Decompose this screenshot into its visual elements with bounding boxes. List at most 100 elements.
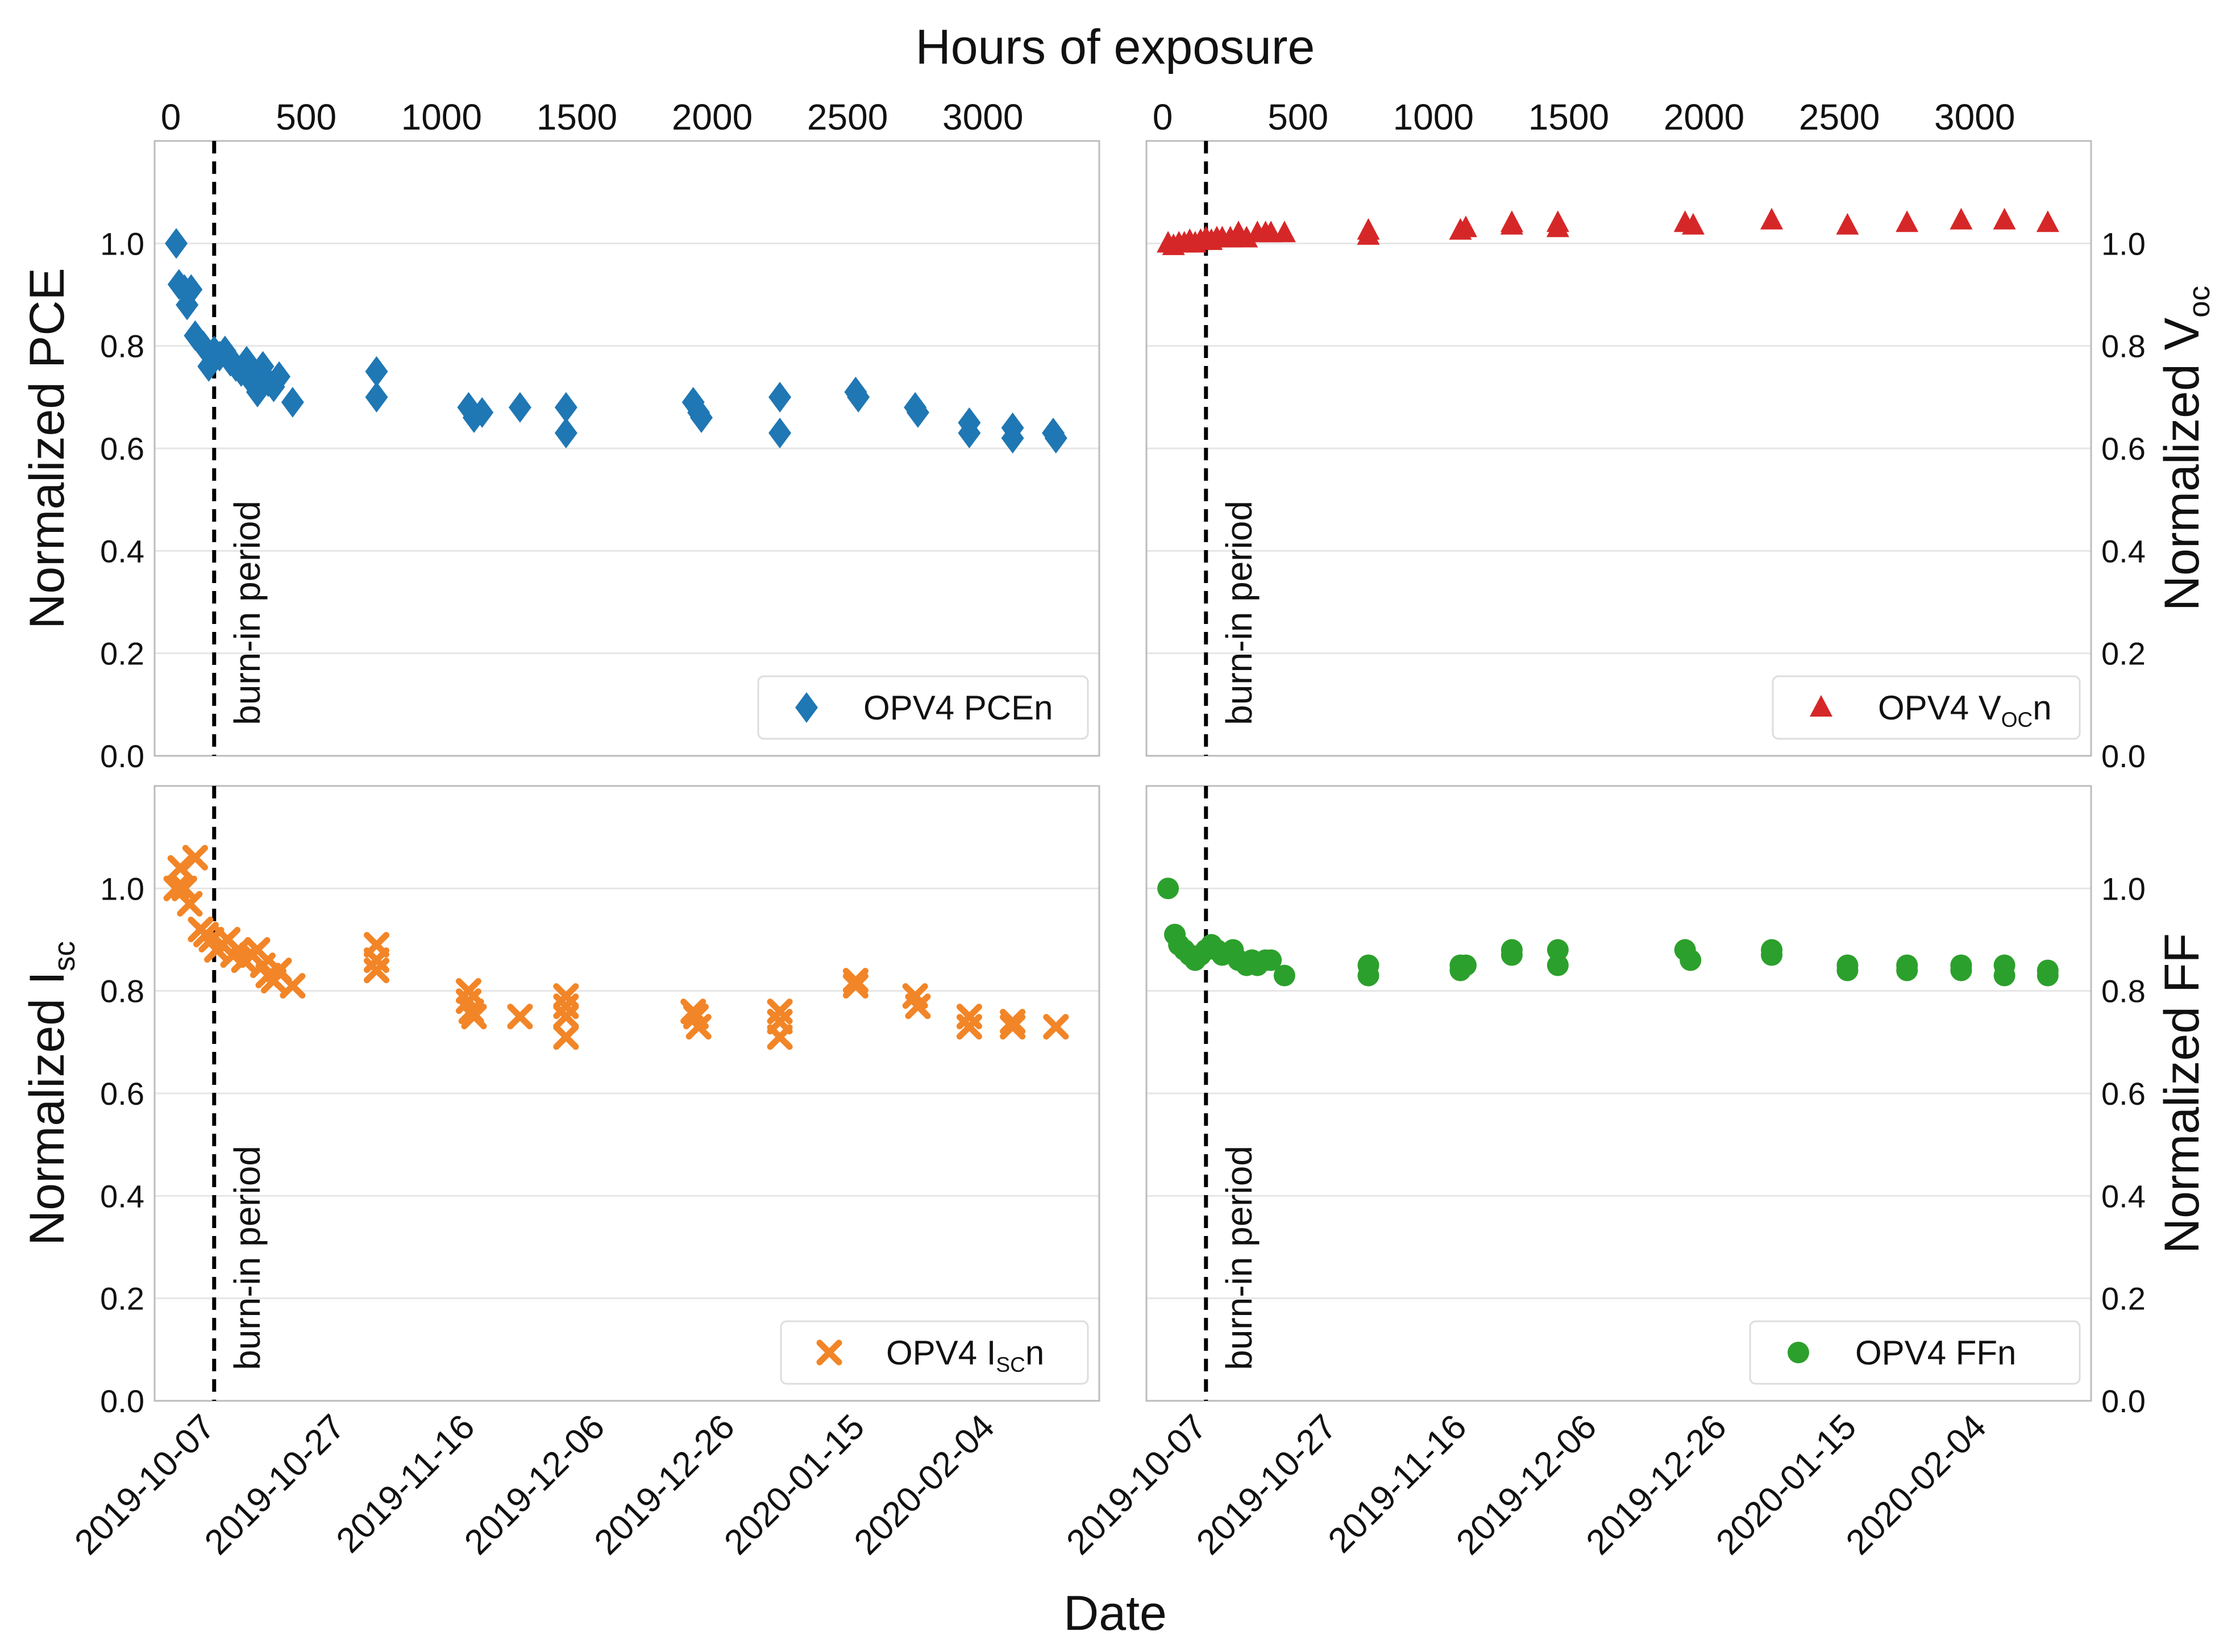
- data-point: [554, 417, 577, 448]
- date-tick-label: 2019-12-26: [587, 1407, 742, 1562]
- data-point: [1501, 944, 1523, 966]
- data-point: [2036, 210, 2059, 232]
- data-point: [958, 417, 981, 448]
- top-tick-label: 3000: [1934, 97, 2015, 138]
- y-tick-label: 0.2: [2101, 636, 2146, 672]
- burn-in-label: burn-in period: [1219, 1146, 1260, 1370]
- data-point: [553, 1004, 579, 1030]
- date-tick-label: 2020-02-04: [847, 1407, 1002, 1562]
- date-tick-label: 2019-10-27: [1189, 1407, 1344, 1562]
- y-axis-label: Normalized Voc: [2155, 286, 2216, 611]
- y-tick-label: 0.6: [100, 1076, 144, 1112]
- data-point: [767, 1024, 793, 1050]
- y-tick-label: 0.4: [100, 1178, 144, 1214]
- data-point: [1273, 964, 1295, 987]
- data-point: [553, 1024, 579, 1050]
- y-tick-label: 0.0: [2101, 738, 2146, 774]
- data-point: [1761, 944, 1783, 966]
- y-tick-label: 1.0: [2101, 871, 2146, 906]
- y-tick-label: 0.2: [2101, 1281, 2146, 1317]
- data-point: [1950, 207, 1973, 230]
- legend-label: OPV4 FFn: [1855, 1334, 2016, 1372]
- data-point: [1896, 959, 1918, 981]
- y-tick-label: 0.4: [2101, 533, 2146, 569]
- legend-box: [757, 675, 1089, 740]
- y-tick-label: 1.0: [100, 871, 144, 906]
- y-tick-label: 0.6: [100, 431, 144, 467]
- y-tick-label: 0.4: [2101, 1178, 2146, 1214]
- date-tick-label: 2019-10-07: [67, 1407, 222, 1562]
- legend-box: [780, 1320, 1089, 1385]
- y-axis-label: Normalized FF: [2155, 933, 2209, 1254]
- top-tick-label: 2500: [807, 97, 888, 138]
- data-point: [1000, 1014, 1026, 1040]
- data-point: [1260, 949, 1282, 971]
- data-point: [768, 381, 792, 413]
- legend-box: [1749, 1320, 2081, 1385]
- y-tick-label: 0.8: [2101, 328, 2146, 364]
- top-tick-label: 3000: [942, 97, 1023, 138]
- data-point: [1993, 964, 2015, 987]
- data-point: [167, 855, 193, 881]
- y-tick-label: 0.8: [2101, 973, 2146, 1009]
- date-tick-label: 2019-12-06: [457, 1407, 612, 1562]
- data-point: [281, 386, 304, 418]
- plot-frame: [1145, 140, 2092, 757]
- data-point: [507, 1004, 533, 1030]
- data-point: [1836, 959, 1859, 981]
- data-point: [847, 381, 870, 413]
- y-tick-label: 0.0: [100, 1383, 144, 1419]
- legend-marker: [795, 692, 818, 723]
- top-axis-title: Hours of exposure: [916, 20, 1315, 74]
- data-point: [1547, 939, 1569, 961]
- data-point: [2037, 964, 2059, 987]
- data-point: [471, 397, 494, 428]
- data-point: [956, 1014, 982, 1040]
- data-point: [182, 844, 208, 871]
- data-point: [1001, 422, 1024, 453]
- top-tick-label: 1500: [1528, 97, 1609, 138]
- data-point: [554, 392, 577, 423]
- data-point: [1680, 949, 1702, 971]
- plot-frame: [153, 785, 1100, 1402]
- panel-voc: 0.0 0.2 0.4 0.6 0.8 1.0 0 500 1000 1500 2000 2500 30…: [1145, 97, 2216, 774]
- data-point: [842, 973, 868, 999]
- y-tick-label: 0.8: [100, 973, 144, 1009]
- y-tick-label: 0.0: [2101, 1383, 2146, 1419]
- data-point: [1500, 213, 1523, 235]
- data-point: [1950, 959, 1972, 981]
- top-tick-label: 2000: [672, 97, 753, 138]
- legend-marker: [1810, 695, 1832, 717]
- legend-marker: [816, 1339, 842, 1366]
- burn-in-label: burn-in period: [227, 1146, 268, 1370]
- data-point: [1000, 1009, 1026, 1035]
- y-tick-label: 0.2: [100, 636, 144, 672]
- top-tick-label: 500: [1267, 97, 1328, 138]
- y-tick-label: 0.6: [2101, 431, 2146, 467]
- data-point: [1273, 220, 1296, 243]
- data-point: [1043, 1014, 1069, 1040]
- y-tick-label: 0.4: [100, 533, 144, 569]
- data-point: [1157, 877, 1179, 900]
- data-point: [180, 274, 203, 305]
- data-point: [1044, 422, 1067, 453]
- legend-label: OPV4 VOCn: [1878, 689, 2052, 731]
- data-point: [1547, 954, 1569, 976]
- burn-in-label: burn-in period: [227, 501, 268, 725]
- data-point: [177, 891, 203, 917]
- y-axis-label: Normalized PCE: [20, 268, 74, 629]
- data-point: [1836, 213, 1859, 235]
- panel-pce: 0.0 0.2 0.4 0.6 0.8 1.0 0 500 1000 1500 2000 2500 30…: [20, 97, 1100, 774]
- date-tick-label: 2020-01-15: [1709, 1407, 1864, 1562]
- y-tick-label: 0.2: [100, 1281, 144, 1317]
- legend-box: [1772, 675, 2081, 740]
- plot-frame: [153, 140, 1100, 757]
- burn-in-label: burn-in period: [1219, 501, 1260, 725]
- top-tick-label: 1000: [401, 97, 482, 138]
- data-point: [1993, 207, 2016, 230]
- date-tick-label: 2019-10-07: [1059, 1407, 1214, 1562]
- top-tick-label: 1500: [537, 97, 617, 138]
- plot-frame: [1145, 785, 2092, 1402]
